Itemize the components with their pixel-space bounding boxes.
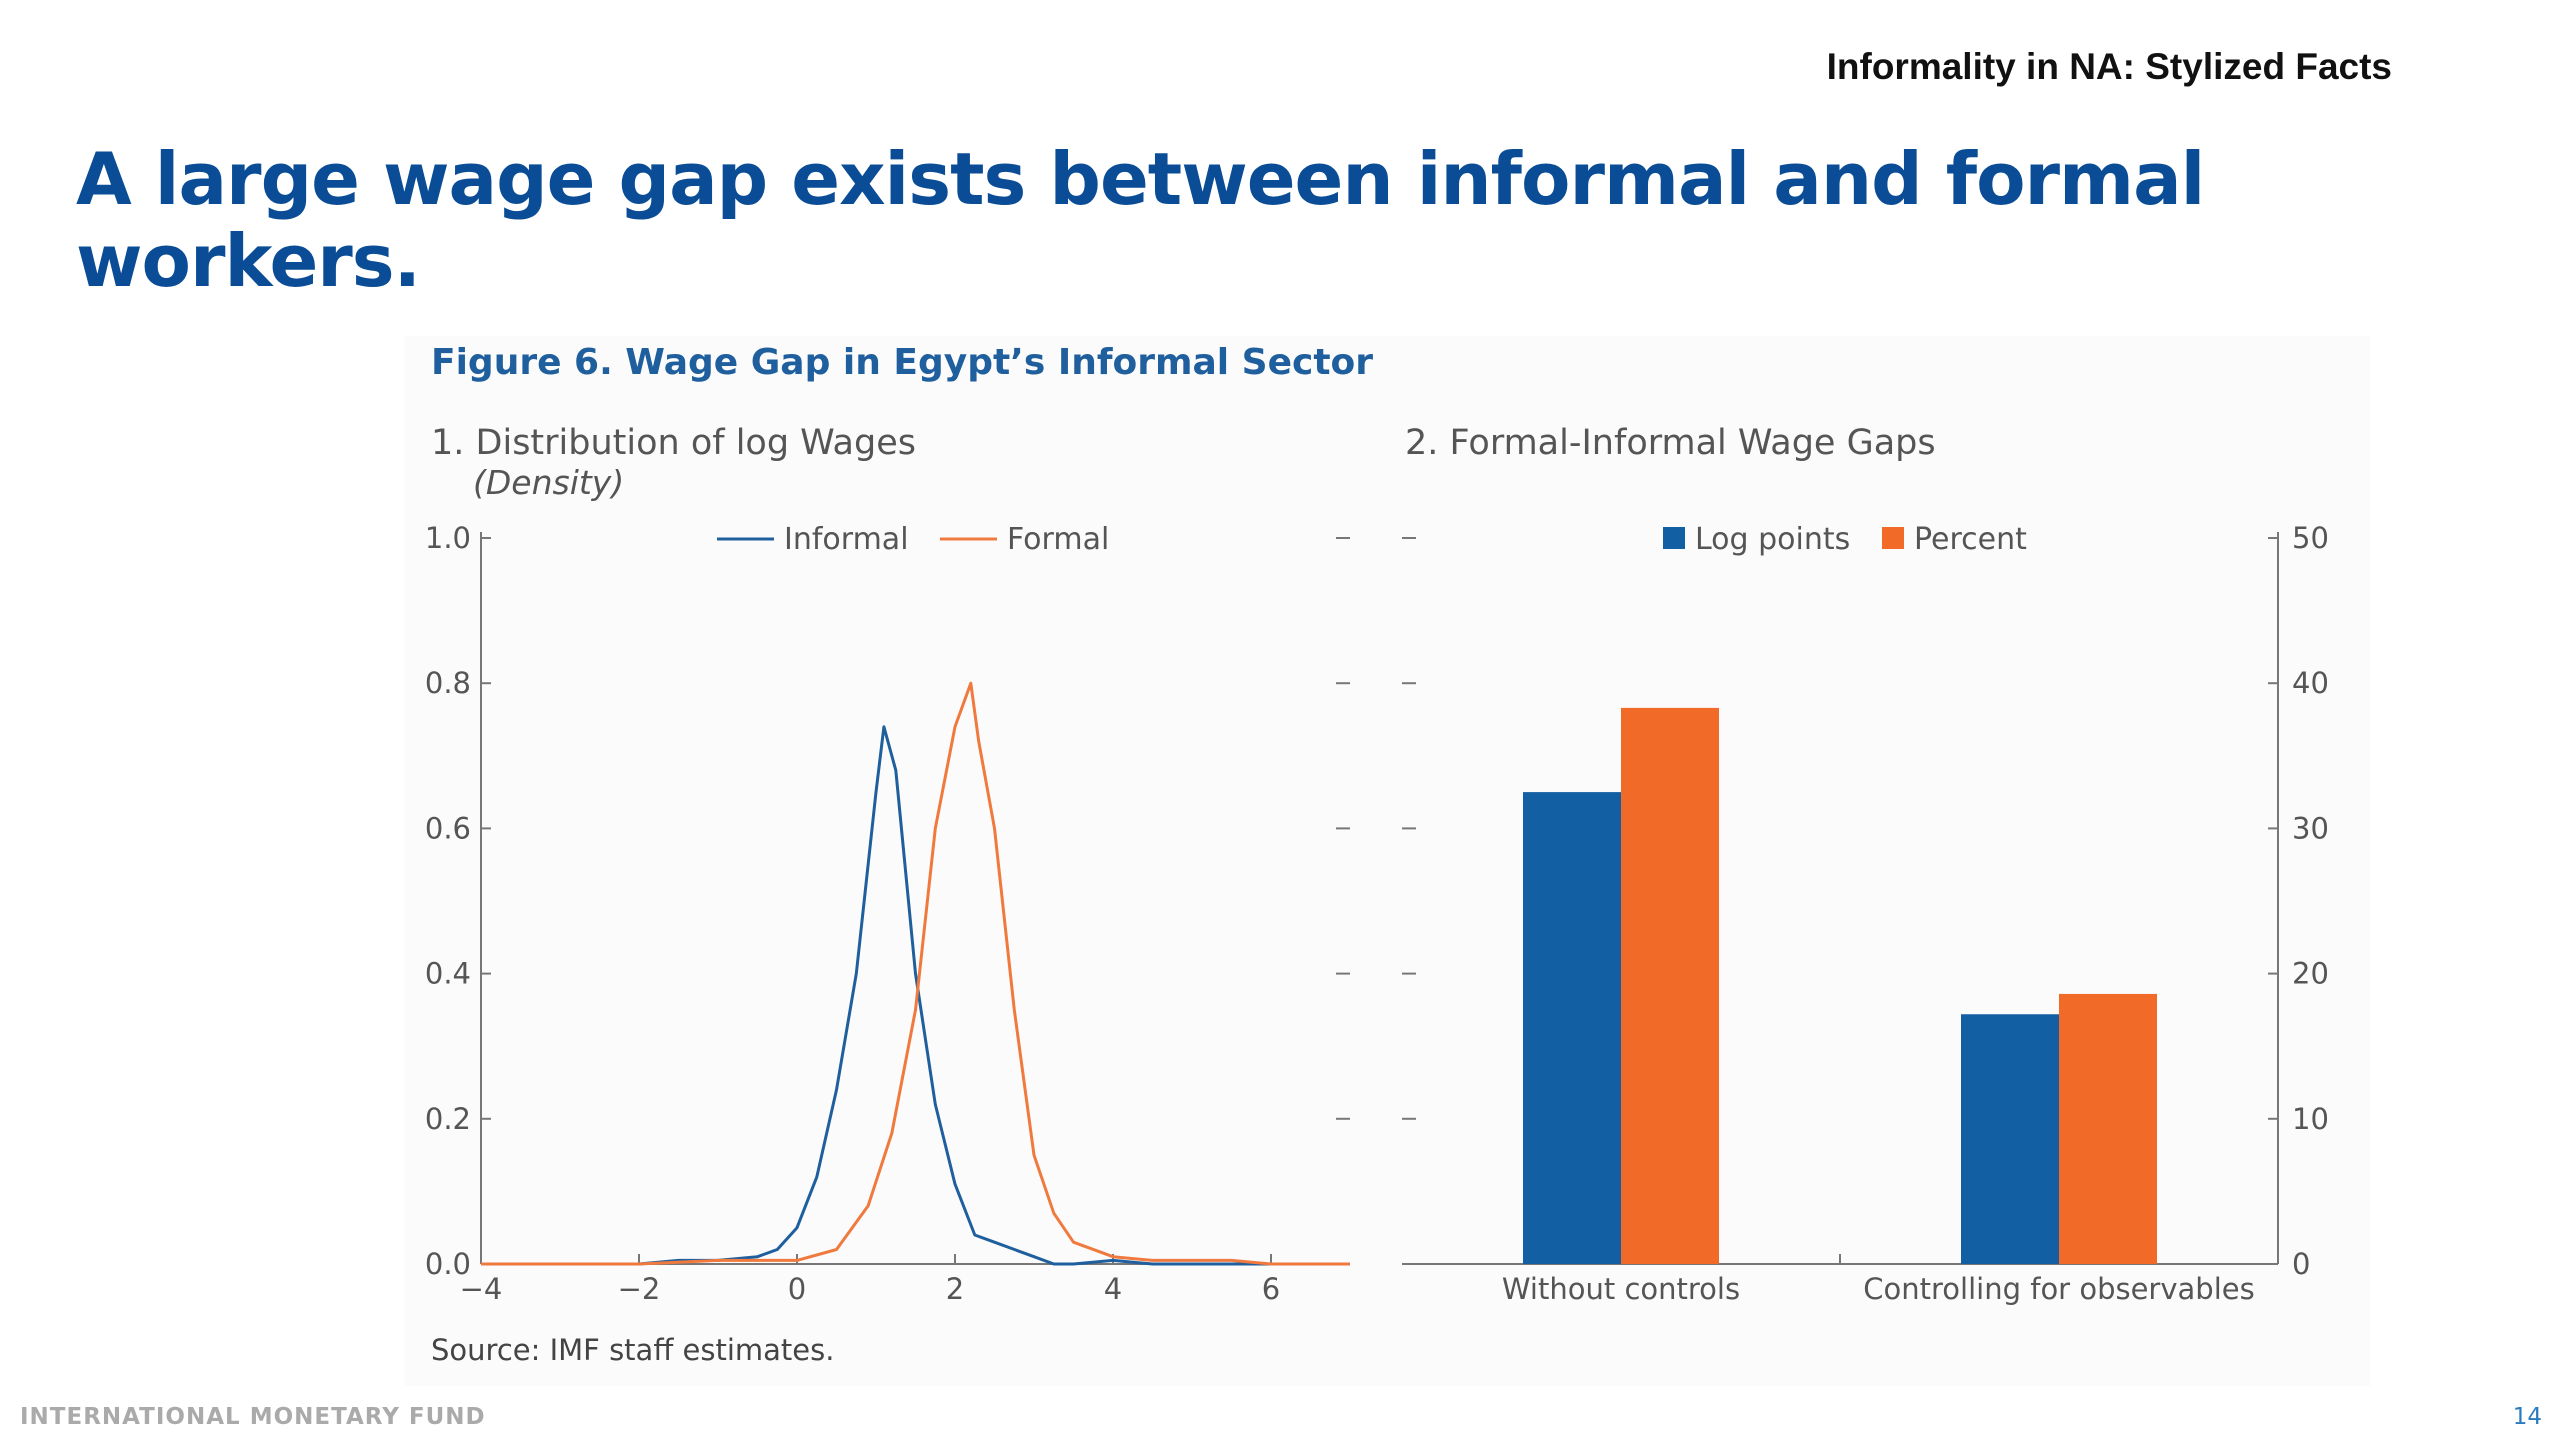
panel-2-axes: 0 10 20 30 40 50 [1402, 521, 2329, 1281]
source-note: Source: IMF staff estimates. [431, 1333, 834, 1367]
slide-title: A large wage gap exists between informal… [76, 137, 2205, 303]
panel-1-line-chart: 1. Distribution of log Wages (Density) 0… [425, 423, 1350, 1306]
panel-1-x-tick-label: −2 [618, 1272, 661, 1306]
bar-percent [1621, 707, 1719, 1264]
panel-2-bars: Without controls Controlling for observab… [1502, 707, 2255, 1306]
series-line-informal [481, 725, 1350, 1266]
legend-label-percent: Percent [1914, 522, 2027, 557]
panel-2-y-tick-label: 20 [2292, 957, 2329, 991]
legend-label-log-points: Log points [1695, 522, 1850, 557]
panel-2-y-tick-label: 40 [2292, 666, 2329, 700]
legend-swatch-log-points [1663, 527, 1685, 549]
panel-2-y-tick-label: 30 [2292, 811, 2329, 845]
panel-1-y-tick-label: 0.2 [425, 1102, 471, 1136]
figure-title: Figure 6. Wage Gap in Egypt’s Informal S… [431, 342, 1373, 383]
panel-2-y-tick-label: 50 [2292, 521, 2329, 555]
bar-log-points [1961, 1014, 2059, 1264]
panel-1-x-tick-label: 0 [788, 1272, 806, 1306]
legend-swatch-percent [1882, 527, 1904, 549]
panel-1-y-tick-label: 0.0 [425, 1247, 471, 1281]
series-line-formal [481, 681, 1350, 1266]
panel-2-bar-chart: 2. Formal-Informal Wage Gaps 0 10 20 30 40 50… [1402, 423, 2329, 1306]
panel-2-y-tick-label: 0 [2292, 1247, 2310, 1281]
figure-svg: Figure 6. Wage Gap in Egypt’s Informal S… [425, 342, 2329, 1367]
panel-1-title: 1. Distribution of log Wages [431, 423, 916, 463]
panel-1-legend: Informal Formal [717, 522, 1109, 557]
panel-2-y-tick-label: 10 [2292, 1102, 2329, 1136]
panel-1-series [481, 681, 1350, 1266]
panel-1-x-tick-label: 2 [946, 1272, 964, 1306]
panel-1-axes: 0.0 0.2 0.4 0.6 0.8 1.0 −4 −2 0 2 4 6 [425, 521, 1350, 1306]
panel-1-y-tick-label: 0.6 [425, 811, 471, 845]
legend-label-formal: Formal [1007, 522, 1109, 557]
page-number: 14 [2512, 1404, 2542, 1430]
panel-1-y-tick-label: 1.0 [425, 521, 471, 555]
bar-percent [2059, 993, 2157, 1264]
footer-organization: INTERNATIONAL MONETARY FUND [20, 1404, 486, 1430]
figure: Figure 6. Wage Gap in Egypt’s Informal S… [405, 336, 2370, 1386]
panel-2-category-label: Controlling for observables [1863, 1272, 2254, 1306]
section-tag: Informality in NA: Stylized Facts [1826, 46, 2392, 87]
panel-1-y-tick-label: 0.8 [425, 666, 471, 700]
panel-1-subtitle: (Density) [473, 463, 624, 502]
panel-2-legend: Log points Percent [1663, 522, 2027, 557]
legend-label-informal: Informal [784, 522, 909, 557]
bar-log-points [1523, 792, 1621, 1264]
panel-1-y-tick-label: 0.4 [425, 957, 471, 991]
panel-1-x-tick-label: −4 [460, 1272, 503, 1306]
panel-1-x-tick-label: 4 [1104, 1272, 1122, 1306]
panel-2-title: 2. Formal-Informal Wage Gaps [1405, 423, 1936, 463]
panel-2-category-label: Without controls [1502, 1272, 1740, 1306]
panel-1-x-tick-label: 6 [1262, 1272, 1280, 1306]
